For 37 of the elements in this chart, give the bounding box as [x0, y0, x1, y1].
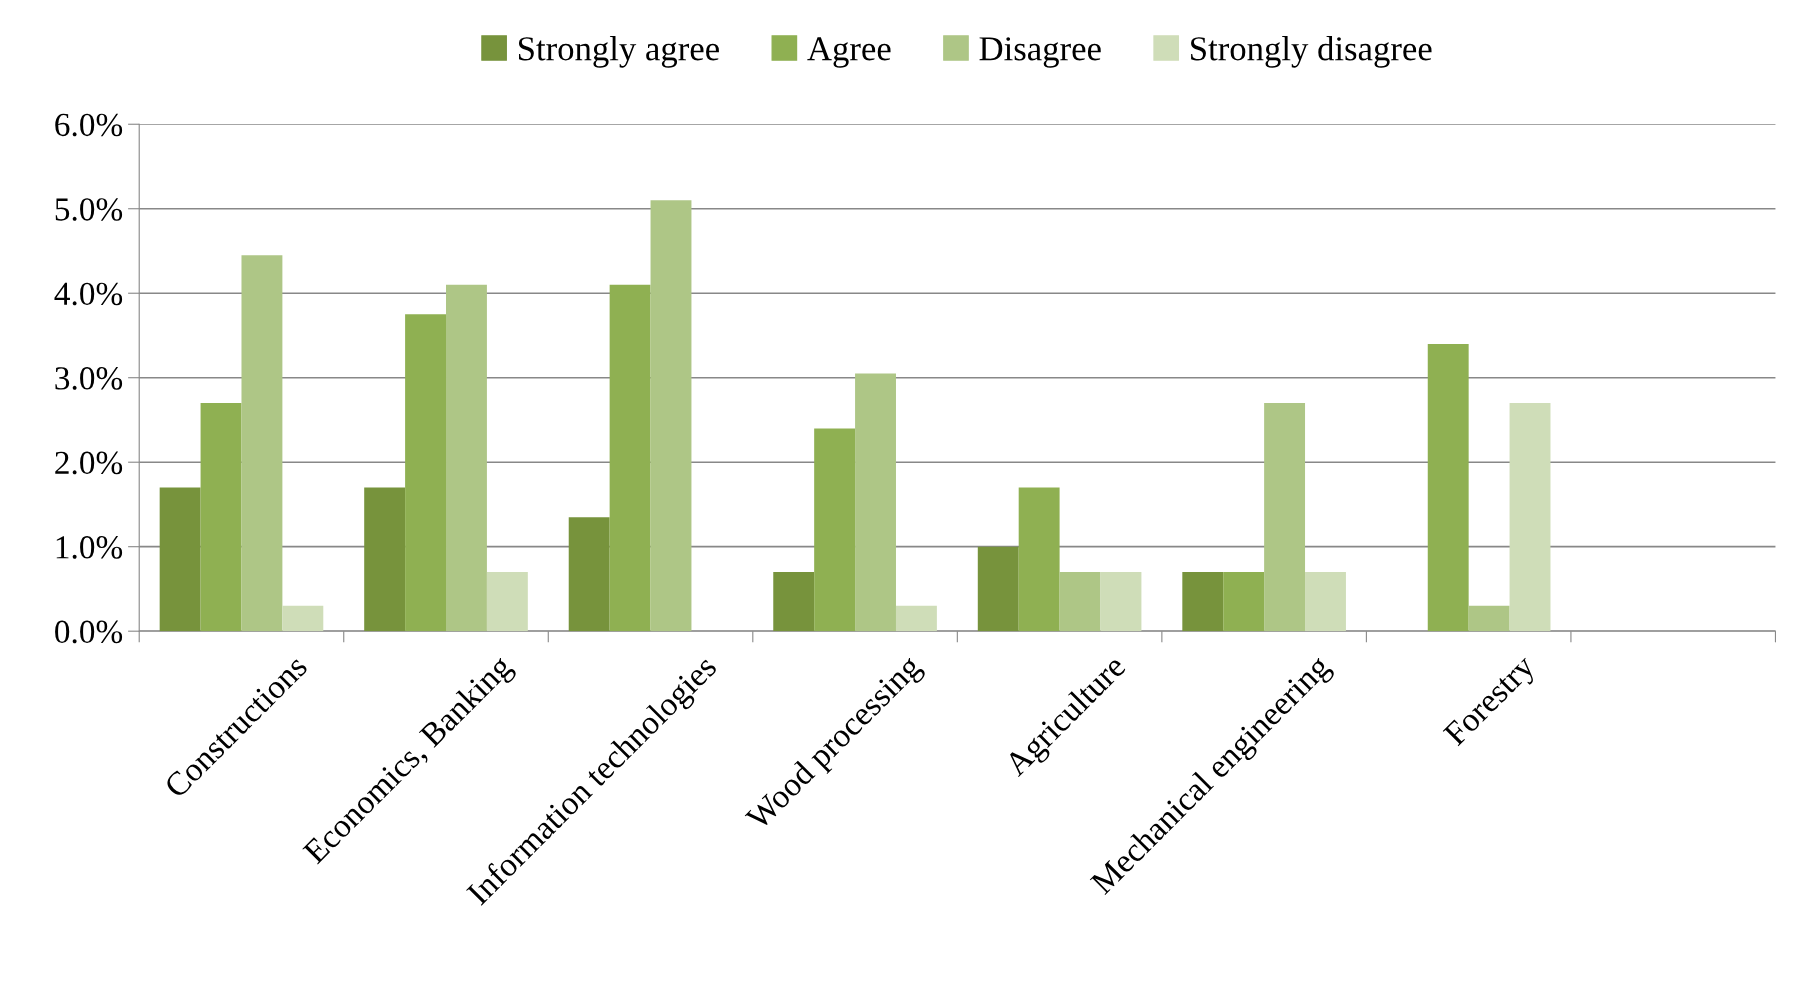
- legend-label: Disagree: [979, 37, 1101, 68]
- bar: [895, 605, 937, 632]
- bar: [405, 314, 447, 632]
- y-tick-label: 1.0%: [56, 536, 123, 559]
- y-tick-label: 5.0%: [55, 198, 123, 221]
- bar: [977, 546, 1019, 632]
- y-tick-label: 0.0%: [55, 620, 123, 644]
- legend-label: Strongly disagree: [1191, 36, 1432, 68]
- bar: [1223, 572, 1265, 632]
- bar: [200, 403, 242, 632]
- bar: [1182, 572, 1224, 632]
- bar: [486, 572, 528, 632]
- bar: [159, 487, 201, 632]
- bar: [814, 428, 856, 632]
- bar: [282, 605, 324, 632]
- y-tick-label: 3.0%: [55, 367, 123, 390]
- bar: [1100, 572, 1142, 632]
- bar: [855, 373, 896, 632]
- bar: [1264, 403, 1306, 632]
- y-tick-label: 6.0%: [55, 113, 123, 137]
- y-tick-label: 2.0%: [55, 451, 123, 475]
- bar: [568, 517, 610, 632]
- legend-label: Agree: [807, 37, 891, 68]
- bar: [1468, 605, 1510, 632]
- bar: [364, 487, 406, 632]
- bar: [650, 200, 692, 632]
- y-tick-label: 4.0%: [54, 282, 123, 306]
- bar: [1305, 572, 1346, 632]
- bar: [609, 284, 651, 632]
- bar: [1059, 572, 1101, 632]
- bar: [1427, 343, 1469, 632]
- bar: [1018, 487, 1060, 632]
- bar: [773, 572, 815, 632]
- bar: [446, 284, 487, 632]
- bar: [241, 255, 283, 632]
- legend-label: Strongly agree: [518, 36, 719, 68]
- bar: [1509, 403, 1551, 632]
